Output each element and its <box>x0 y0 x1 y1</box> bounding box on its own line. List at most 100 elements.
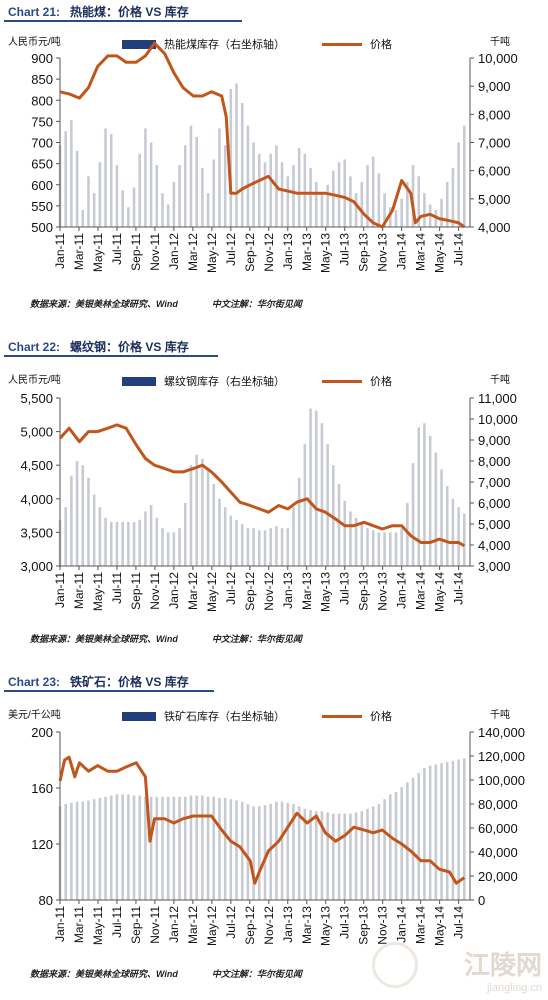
x-tick-label: Sep-13 <box>357 906 371 945</box>
left-tick-label: 3,000 <box>20 559 53 574</box>
inventory-bar <box>183 796 187 900</box>
chart-title-text: 热能煤：价格 VS 库存 <box>70 5 189 19</box>
inventory-bar <box>155 165 159 227</box>
inventory-bar <box>206 469 210 566</box>
inventory-bar <box>144 511 147 566</box>
inventory-bar <box>218 798 221 900</box>
inventory-bar <box>92 494 96 566</box>
source-text: 数据来源：美银美林全球研究、Wind <box>30 969 178 979</box>
inventory-bar <box>349 813 352 900</box>
x-tick-label: Jul-14 <box>452 906 466 939</box>
left-tick-label: 750 <box>31 114 53 129</box>
right-tick-label: 8,000 <box>478 107 511 122</box>
x-tick-label: Jan-12 <box>167 233 181 270</box>
left-tick-label: 120 <box>31 837 53 852</box>
inventory-bar <box>297 148 301 227</box>
x-tick-label: Jul-12 <box>224 906 238 939</box>
chart-source: 数据来源：美银美林全球研究、Wind 中文注解：华尔街见闻 <box>30 967 302 980</box>
chart-panel-3: Chart 23: 铁矿石：价格 VS 库存 美元/千公吨 千吨 铁矿石库存（右坐标轴）… <box>0 670 548 1000</box>
right-tick-label: 6,000 <box>478 164 511 179</box>
x-tick-label: Jan-11 <box>53 233 67 269</box>
inventory-bar <box>337 813 341 900</box>
inventory-bar <box>417 427 421 566</box>
right-tick-label: 4,000 <box>478 538 511 553</box>
right-tick-label: 120,000 <box>478 749 525 764</box>
legend-item-price: 价格 <box>322 36 392 52</box>
x-tick-label: Jan-13 <box>281 906 295 943</box>
inventory-bar <box>201 458 204 566</box>
chart-number: Chart 23: <box>8 675 61 689</box>
right-tick-label: 40,000 <box>478 845 518 860</box>
inventory-bar <box>303 153 307 227</box>
inventory-bar <box>383 193 386 227</box>
x-tick-label: Jul-11 <box>110 906 124 938</box>
inventory-bar <box>183 503 187 566</box>
inventory-bar <box>81 465 85 566</box>
inventory-bar <box>451 760 455 900</box>
x-tick-label: Mar-14 <box>414 572 428 610</box>
x-tick-label: Mar-13 <box>300 906 314 944</box>
inventory-bar <box>155 796 159 900</box>
x-tick-label: Nov-11 <box>148 906 162 944</box>
inventory-bar <box>149 505 153 566</box>
inventory-bar <box>428 435 432 566</box>
inventory-bar <box>377 804 381 900</box>
inventory-bar <box>258 530 261 566</box>
inventory-bar <box>383 799 386 900</box>
right-axis-unit: 千吨 <box>490 710 510 721</box>
x-tick-label: Jan-11 <box>53 906 67 942</box>
left-tick-label: 650 <box>31 157 53 172</box>
inventory-bar <box>98 162 102 227</box>
x-tick-label: Nov-11 <box>148 233 162 271</box>
inventory-bar <box>314 811 318 900</box>
right-tick-label: 10,000 <box>478 412 518 427</box>
inventory-bar <box>218 128 221 227</box>
inventory-bar <box>132 795 136 900</box>
watermark-url: jiangling.cn <box>486 982 542 994</box>
inventory-bar <box>75 801 79 900</box>
inventory-bar <box>366 808 369 900</box>
inventory-bar <box>411 463 415 566</box>
x-tick-label: Jul-14 <box>452 572 466 605</box>
inventory-bar <box>366 165 369 227</box>
chart-panel-2: Chart 22: 螺纹钢：价格 VS 库存 人民币元/吨 千吨 螺纹钢库存（右坐标轴）… <box>0 335 548 660</box>
inventory-bar <box>445 762 449 900</box>
inventory-bar <box>394 792 398 900</box>
inventory-bar <box>371 156 375 227</box>
inventory-bar <box>229 799 233 900</box>
inventory-bar <box>104 517 107 566</box>
inventory-bar <box>189 795 193 900</box>
inventory-bar <box>286 176 290 227</box>
inventory-bar <box>195 795 198 900</box>
chart-number: Chart 21: <box>8 5 61 19</box>
inventory-bar <box>326 184 329 227</box>
x-tick-label: Mar-13 <box>300 572 314 610</box>
inventory-bar <box>87 477 90 566</box>
inventory-bar <box>349 511 352 566</box>
inventory-bar <box>286 528 290 566</box>
left-tick-label: 200 <box>31 725 53 740</box>
right-tick-label: 0 <box>478 893 485 908</box>
inventory-bar <box>400 528 403 566</box>
right-tick-label: 3,000 <box>478 559 511 574</box>
right-tick-label: 9,000 <box>478 433 511 448</box>
inventory-bar <box>178 165 181 227</box>
left-tick-label: 4,500 <box>20 458 53 473</box>
left-tick-label: 600 <box>31 178 53 193</box>
legend-label: 价格 <box>370 39 392 51</box>
source-text: 数据来源：美银美林全球研究、Wind <box>30 634 178 644</box>
left-tick-label: 4,000 <box>20 492 53 507</box>
inventory-bar <box>246 528 250 566</box>
inventory-bar <box>218 498 221 566</box>
x-tick-label: Mar-11 <box>72 906 86 943</box>
inventory-bar <box>240 103 244 227</box>
x-tick-label: Jan-14 <box>395 906 409 943</box>
inventory-bar <box>440 469 443 566</box>
right-tick-label: 20,000 <box>478 869 518 884</box>
inventory-bar <box>286 802 290 900</box>
x-tick-label: Jul-14 <box>452 233 466 266</box>
legend-swatch-bar <box>122 39 156 49</box>
inventory-bar <box>360 524 364 566</box>
inventory-bar <box>109 521 113 566</box>
legend-swatch-line <box>322 714 362 718</box>
